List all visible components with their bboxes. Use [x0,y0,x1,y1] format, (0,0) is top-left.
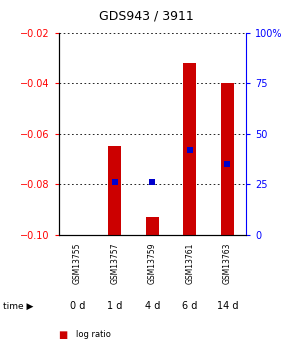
Text: GSM13755: GSM13755 [73,242,82,284]
Text: GSM13759: GSM13759 [148,242,157,284]
Text: 4 d: 4 d [145,301,160,311]
Text: GSM13763: GSM13763 [223,242,232,284]
Text: GSM13757: GSM13757 [110,242,119,284]
Text: 6 d: 6 d [182,301,197,311]
Text: ■: ■ [59,330,68,339]
Text: GSM13761: GSM13761 [185,243,194,284]
Text: GDS943 / 3911: GDS943 / 3911 [99,9,194,22]
Text: 14 d: 14 d [217,301,238,311]
Bar [221,83,234,235]
Text: 1 d: 1 d [107,301,122,311]
Bar [146,217,159,235]
Bar [183,63,196,235]
Text: log ratio: log ratio [76,330,111,339]
Text: 0 d: 0 d [70,301,85,311]
Text: time ▶: time ▶ [3,302,33,311]
Bar [108,146,121,235]
